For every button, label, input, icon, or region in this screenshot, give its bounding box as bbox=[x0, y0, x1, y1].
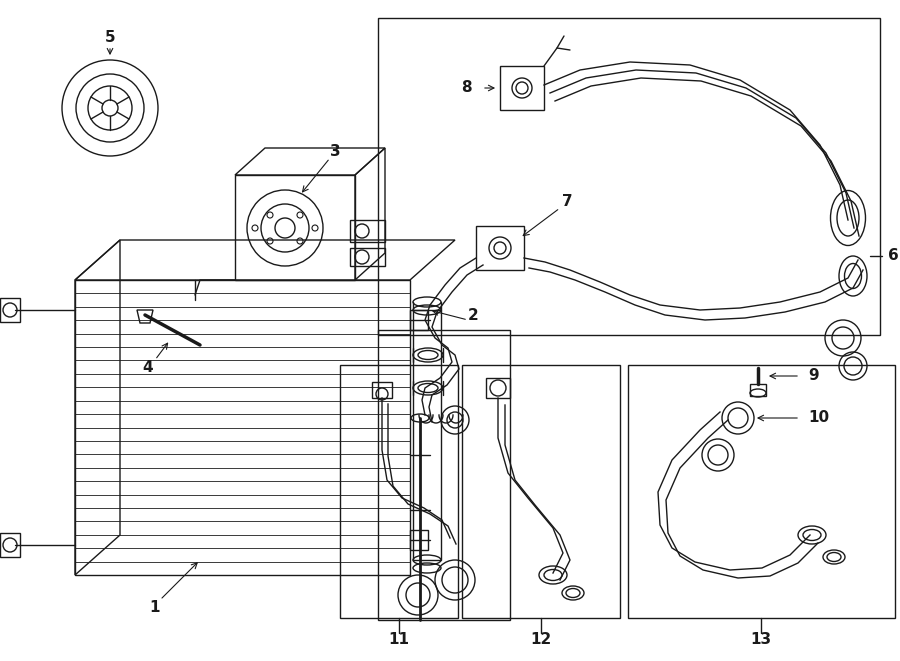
Bar bbox=[476, 226, 524, 270]
Bar bbox=[378, 18, 880, 335]
Text: 13: 13 bbox=[751, 633, 771, 648]
Bar bbox=[372, 382, 392, 398]
Text: 4: 4 bbox=[143, 360, 153, 375]
Text: 2: 2 bbox=[468, 307, 479, 323]
Text: 11: 11 bbox=[389, 633, 410, 648]
Bar bbox=[410, 530, 428, 550]
Bar bbox=[340, 365, 458, 618]
Text: 12: 12 bbox=[530, 633, 552, 648]
Bar bbox=[378, 330, 510, 620]
Bar bbox=[486, 378, 510, 398]
Text: 7: 7 bbox=[562, 194, 572, 210]
Bar bbox=[350, 248, 385, 266]
Bar bbox=[628, 365, 895, 618]
Bar bbox=[750, 384, 766, 396]
Text: 6: 6 bbox=[888, 249, 899, 264]
Text: 10: 10 bbox=[808, 410, 829, 426]
Bar bbox=[0, 533, 20, 557]
Bar bbox=[462, 365, 620, 618]
Text: 5: 5 bbox=[104, 30, 115, 46]
Bar bbox=[350, 220, 385, 242]
Bar bbox=[500, 66, 544, 110]
Bar bbox=[0, 298, 20, 322]
Text: 1: 1 bbox=[149, 600, 160, 615]
Text: 8: 8 bbox=[462, 81, 472, 95]
Bar bbox=[410, 310, 428, 330]
Text: 9: 9 bbox=[808, 368, 819, 383]
Bar bbox=[235, 175, 355, 280]
Bar bbox=[413, 310, 441, 560]
Text: 3: 3 bbox=[329, 145, 340, 159]
